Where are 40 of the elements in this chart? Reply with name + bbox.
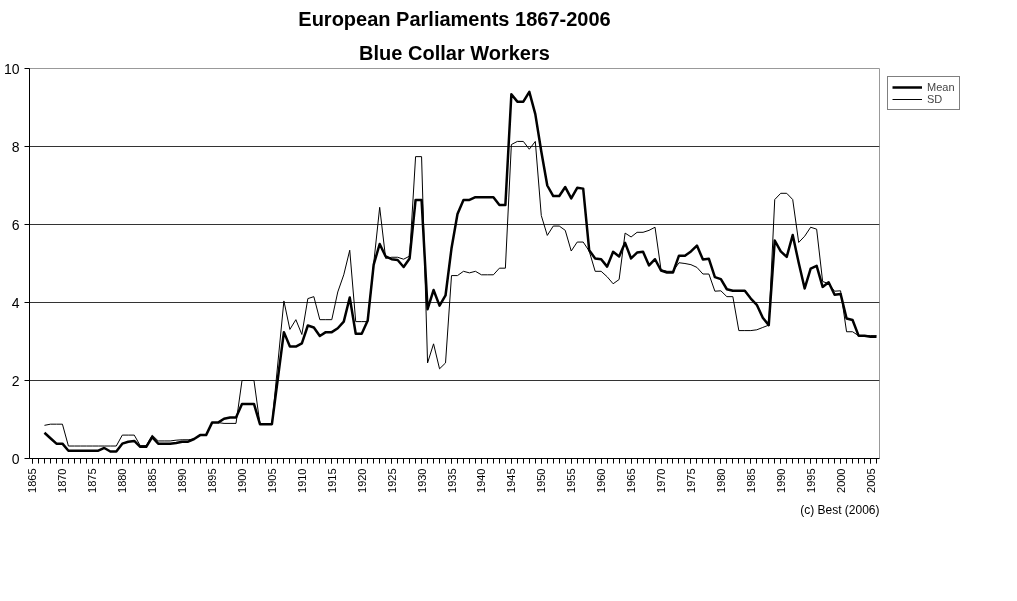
x-tick-label: 1865 — [26, 468, 39, 493]
legend-label: SD — [927, 93, 944, 105]
y-tick-label: 0 — [11, 450, 20, 467]
x-tick-label: 1905 — [265, 468, 278, 493]
text: (c) Best (2006) — [800, 502, 880, 517]
x-tick-label: 1870 — [56, 468, 69, 493]
y-tick-label: 6 — [11, 216, 20, 233]
y-tick-label: 8 — [11, 138, 20, 155]
y-tick-label: 4 — [11, 294, 20, 311]
x-tick-label: 2005 — [864, 468, 877, 493]
x-tick-label: 1925 — [385, 468, 398, 493]
y-tick-label: 2 — [11, 372, 20, 389]
x-tick-label: 1900 — [236, 468, 248, 493]
y-tick-label: 10 — [3, 60, 20, 77]
chart-title: European Parliaments 1867-2006 — [298, 7, 611, 30]
x-tick-label: 1920 — [355, 468, 368, 493]
x-tick-label: 1990 — [774, 468, 787, 493]
x-tick-label: 1995 — [804, 468, 817, 493]
x-tick-label: 2000 — [834, 468, 847, 493]
x-tick-label: 1965 — [625, 468, 638, 493]
x-tick-label: 1930 — [415, 468, 428, 493]
x-tick-label: 1970 — [655, 468, 668, 493]
x-tick-label: 1975 — [684, 468, 697, 493]
x-tick-label: 1910 — [295, 468, 308, 493]
x-tick-label: 1885 — [146, 468, 159, 493]
chart-subtitle: Blue Collar Workers — [359, 41, 550, 64]
legend-label: Mean — [927, 81, 955, 93]
x-tick-label: 1945 — [505, 468, 518, 493]
x-tick-label: 1950 — [535, 468, 548, 493]
x-tick-label: 1935 — [445, 468, 458, 493]
x-tick-label: 1890 — [176, 468, 189, 493]
x-tick-label: 1985 — [744, 468, 757, 493]
x-tick-label: 1875 — [86, 468, 99, 493]
x-tick-label: 1915 — [325, 468, 338, 493]
x-tick-label: 1880 — [116, 468, 129, 493]
x-tick-label: 1955 — [565, 468, 578, 493]
x-tick-label: 1895 — [206, 468, 219, 493]
x-tick-label: 1960 — [595, 468, 608, 493]
x-tick-label: 1980 — [714, 468, 727, 493]
x-tick-label: 1940 — [475, 468, 488, 493]
